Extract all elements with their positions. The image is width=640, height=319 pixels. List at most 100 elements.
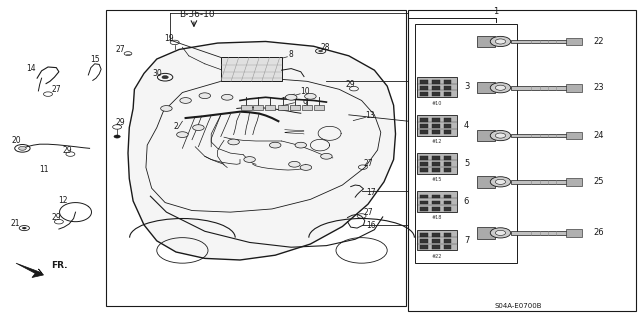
Text: 4: 4 [464, 121, 469, 130]
Text: 30: 30 [152, 69, 162, 78]
Bar [417, 115, 457, 136]
Text: #18: #18 [432, 215, 442, 220]
Text: 13: 13 [365, 111, 375, 120]
Bar [432, 233, 440, 237]
Bar [420, 156, 428, 160]
Bar [417, 153, 457, 174]
Text: 15: 15 [90, 55, 100, 63]
Bar [417, 77, 457, 97]
Bar [432, 245, 440, 249]
Bar [314, 105, 324, 110]
Bar [444, 207, 451, 211]
Bar [420, 118, 428, 122]
Text: 29: 29 [62, 146, 72, 155]
Text: 27: 27 [115, 45, 125, 54]
Bar [477, 130, 495, 141]
Text: 10: 10 [300, 87, 310, 96]
Circle shape [199, 93, 211, 99]
Text: 20: 20 [11, 137, 21, 145]
Bar [566, 132, 582, 139]
Bar [477, 82, 495, 93]
Bar [432, 86, 440, 90]
Text: 11: 11 [39, 165, 48, 174]
Bar [432, 168, 440, 172]
Bar [477, 36, 495, 47]
Text: 29: 29 [346, 80, 356, 89]
Text: 24: 24 [593, 131, 604, 140]
Bar [566, 178, 582, 186]
Bar [566, 229, 582, 237]
Circle shape [490, 130, 511, 141]
Bar [432, 201, 440, 204]
Circle shape [490, 177, 511, 187]
Bar [432, 156, 440, 160]
Bar [477, 227, 495, 239]
Bar [444, 201, 451, 204]
Polygon shape [16, 263, 44, 278]
Bar [106, 10, 406, 306]
Bar [432, 130, 440, 134]
Bar [265, 105, 275, 110]
Bar [420, 195, 428, 198]
Circle shape [285, 94, 297, 100]
Bar [290, 105, 300, 110]
Text: S04A-E0700B: S04A-E0700B [495, 303, 542, 309]
Bar [432, 195, 440, 198]
Text: #10: #10 [432, 100, 442, 106]
Bar [420, 130, 428, 134]
Circle shape [495, 39, 506, 44]
Circle shape [305, 93, 316, 99]
Bar [444, 239, 451, 243]
Text: 2: 2 [173, 122, 179, 130]
Circle shape [114, 135, 120, 138]
Bar [432, 162, 440, 166]
Circle shape [495, 133, 506, 138]
Text: 29: 29 [51, 213, 61, 222]
Bar [566, 84, 582, 92]
Text: 14: 14 [26, 64, 36, 73]
Bar [477, 176, 495, 188]
Circle shape [244, 157, 255, 162]
Bar [444, 86, 451, 90]
Circle shape [193, 125, 204, 130]
Bar [302, 105, 312, 110]
Text: 5: 5 [464, 159, 469, 168]
Bar [444, 162, 451, 166]
Text: FR.: FR. [51, 261, 67, 270]
Bar [408, 10, 636, 311]
Bar [420, 124, 428, 128]
Circle shape [490, 228, 511, 238]
Bar [432, 207, 440, 211]
Bar [444, 130, 451, 134]
Bar [444, 124, 451, 128]
Circle shape [319, 50, 323, 52]
Circle shape [495, 230, 506, 235]
Bar [241, 105, 252, 110]
Text: #22: #22 [432, 254, 442, 259]
Bar [444, 80, 451, 84]
Circle shape [321, 153, 332, 159]
Bar [420, 245, 428, 249]
Circle shape [495, 85, 506, 90]
Text: 8: 8 [289, 50, 294, 59]
Bar [420, 233, 428, 237]
Bar [444, 92, 451, 96]
Bar [511, 180, 568, 184]
Bar [417, 191, 457, 212]
Text: 27: 27 [363, 208, 373, 217]
Bar [444, 168, 451, 172]
Bar [444, 245, 451, 249]
Circle shape [269, 142, 281, 148]
Bar [432, 118, 440, 122]
Bar [278, 105, 288, 110]
Circle shape [19, 146, 26, 150]
Circle shape [162, 76, 168, 79]
Bar [444, 195, 451, 198]
Bar [432, 92, 440, 96]
Bar [420, 239, 428, 243]
Text: 21: 21 [11, 219, 20, 228]
Circle shape [289, 161, 300, 167]
Circle shape [161, 106, 172, 111]
Circle shape [295, 142, 307, 148]
Circle shape [22, 227, 26, 229]
